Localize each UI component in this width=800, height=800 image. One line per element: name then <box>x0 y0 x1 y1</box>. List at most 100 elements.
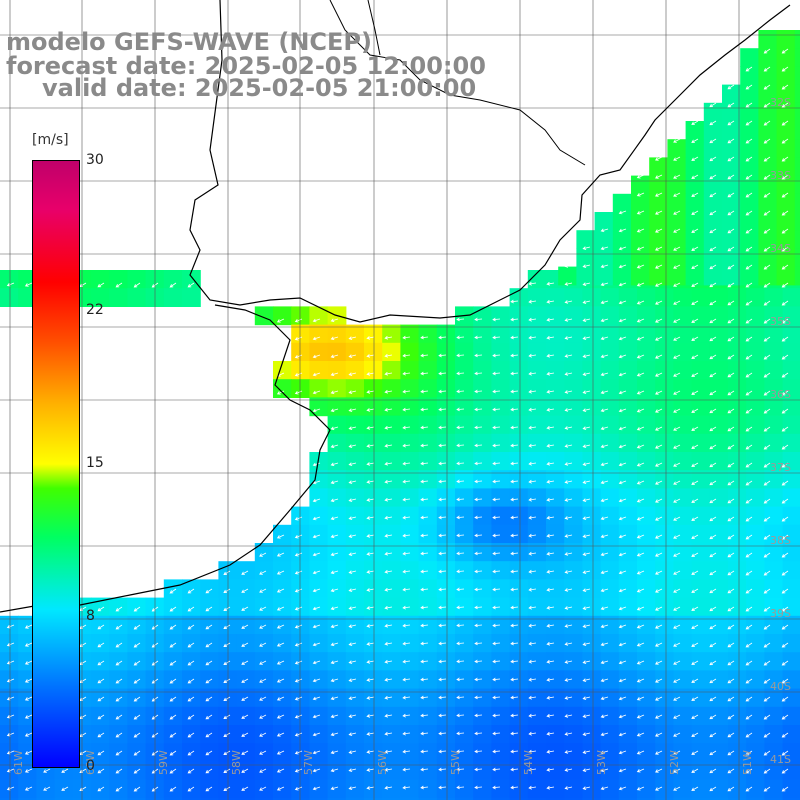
wind-cell <box>582 725 602 744</box>
wind-arrow <box>600 516 609 521</box>
wind-arrow <box>781 768 789 774</box>
wind-cell <box>564 743 583 762</box>
wind-cell <box>200 597 219 617</box>
wind-cell <box>364 670 383 690</box>
wind-cell <box>691 361 711 380</box>
wind-cell <box>637 506 656 526</box>
wind-cell <box>709 743 729 762</box>
wind-arrow <box>781 624 789 630</box>
wind-cell <box>382 433 401 453</box>
wind-cell <box>794 48 800 67</box>
wind-arrow <box>582 786 591 790</box>
title-forecast-date: forecast date: 2025-02-05 12:00:00 <box>6 52 486 80</box>
wind-arrow <box>438 569 447 574</box>
wind-cell <box>527 288 547 307</box>
wind-cell <box>709 379 729 398</box>
wind-cell <box>673 706 693 726</box>
wind-arrow <box>312 372 321 377</box>
wind-cell <box>291 543 310 562</box>
wind-arrow <box>745 552 753 558</box>
wind-arrow <box>636 660 645 665</box>
wind-arrow <box>618 552 627 557</box>
wind-arrow <box>709 642 717 648</box>
wind-cell <box>794 121 800 140</box>
wind-cell <box>582 288 602 307</box>
wind-cell <box>618 615 638 635</box>
wind-arrow <box>348 552 357 556</box>
wind-cell <box>418 397 438 417</box>
wind-arrow <box>745 264 753 270</box>
wind-cell <box>345 342 365 362</box>
wind-arrow <box>402 515 411 520</box>
wind-cell <box>655 670 674 690</box>
wind-arrow <box>727 300 735 306</box>
wind-arrow <box>294 516 303 521</box>
wind-arrow <box>330 552 339 557</box>
wind-arrow <box>330 678 339 683</box>
wind-cell <box>546 579 565 599</box>
wind-cell <box>637 415 656 435</box>
wind-arrow <box>438 497 447 502</box>
wind-arrow <box>691 156 699 161</box>
wind-arrow <box>546 317 555 322</box>
wind-cell <box>709 706 729 726</box>
wind-arrow <box>655 606 663 611</box>
wind-cell <box>582 524 602 544</box>
wind-cell <box>254 579 274 599</box>
wind-cell <box>546 561 565 580</box>
wind-cell <box>345 670 365 690</box>
wind-cell <box>91 797 110 800</box>
wind-cell <box>794 30 800 49</box>
wind-arrow <box>438 551 447 556</box>
wind-arrow <box>582 498 591 502</box>
wind-arrow <box>745 606 753 612</box>
wind-cell <box>509 379 529 398</box>
wind-arrow <box>709 390 717 396</box>
wind-arrow <box>618 732 627 737</box>
wind-arrow <box>691 318 699 323</box>
wind-cell <box>182 634 201 653</box>
wind-cell <box>758 193 778 213</box>
wind-cell <box>527 524 547 544</box>
wind-arrow <box>745 174 753 180</box>
wind-arrow <box>582 714 591 718</box>
wind-arrow <box>438 767 447 772</box>
wind-cell <box>709 324 729 344</box>
wind-cell <box>776 157 796 177</box>
wind-cell <box>649 157 668 177</box>
wind-cell <box>564 615 583 635</box>
wind-arrow <box>492 731 501 736</box>
wind-arrow <box>169 624 177 630</box>
wind-arrow <box>456 533 465 538</box>
wind-cell <box>728 379 747 398</box>
wind-arrow <box>618 516 627 521</box>
wind-arrow <box>727 462 735 468</box>
wind-cell <box>436 379 456 398</box>
wind-cell <box>703 139 723 158</box>
wind-arrow <box>169 678 177 684</box>
wind-cell <box>491 324 511 344</box>
wind-arrow <box>115 642 123 648</box>
wind-arrow <box>655 354 663 359</box>
wind-arrow <box>709 606 717 612</box>
wind-arrow <box>763 426 771 432</box>
wind-arrow <box>97 768 105 774</box>
wind-cell <box>600 397 620 417</box>
wind-arrow <box>366 444 375 448</box>
wind-arrow <box>673 354 681 359</box>
wind-arrow <box>528 605 537 610</box>
wind-cell <box>637 361 656 380</box>
wind-cell <box>782 470 800 489</box>
wind-cell <box>527 743 547 762</box>
wind-arrow <box>781 300 789 306</box>
wind-arrow <box>402 605 411 610</box>
wind-cell <box>309 743 329 762</box>
wind-cell <box>600 342 620 362</box>
wind-cell <box>273 579 292 599</box>
wind-cell <box>473 761 492 781</box>
wind-cell <box>491 524 511 544</box>
wind-cell <box>491 543 511 562</box>
wind-cell <box>109 615 128 635</box>
wind-arrow <box>438 479 447 484</box>
wind-cell <box>673 597 693 617</box>
